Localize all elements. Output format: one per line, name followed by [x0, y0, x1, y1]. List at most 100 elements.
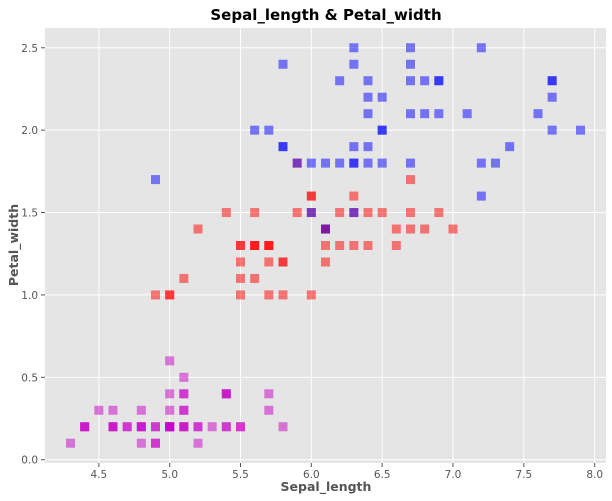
data-point [264, 389, 274, 399]
data-point [321, 158, 330, 168]
x-tick-label: 7.5 [515, 469, 532, 481]
data-point [321, 257, 330, 267]
data-point [108, 405, 118, 415]
data-point [576, 125, 585, 135]
data-point [434, 208, 444, 218]
data-point [306, 191, 316, 201]
data-point [349, 43, 359, 53]
data-point [491, 158, 500, 168]
data-point [547, 92, 557, 102]
data-point [321, 224, 330, 234]
data-point [179, 422, 189, 432]
data-point [406, 208, 415, 218]
data-point [165, 356, 175, 366]
data-point [533, 109, 543, 119]
data-point [236, 257, 245, 267]
data-point [406, 43, 415, 53]
data-point [321, 241, 330, 250]
data-point [193, 438, 203, 448]
data-point [236, 290, 245, 300]
x-tick-label: 6.5 [374, 469, 391, 481]
y-axis-ticks: 0.0 0.5 1.0 1.5 2.0 2.5 [21, 43, 45, 467]
data-point [108, 422, 118, 432]
data-point [151, 422, 160, 432]
data-point [406, 158, 415, 168]
data-point [434, 109, 444, 119]
data-point [476, 43, 486, 53]
data-point [363, 241, 373, 250]
data-point [377, 125, 387, 135]
data-point [278, 142, 288, 152]
x-tick-label: 4.5 [90, 469, 107, 481]
series-1 [151, 158, 458, 300]
series-2 [151, 43, 585, 234]
data-point [349, 59, 359, 69]
data-point [391, 224, 401, 234]
data-point [349, 208, 359, 218]
x-tick-label: 5.5 [232, 469, 249, 481]
data-point [406, 59, 415, 69]
data-point [363, 158, 373, 168]
data-point [236, 273, 245, 283]
data-point [207, 422, 217, 432]
data-point [406, 109, 415, 119]
data-point [221, 422, 231, 432]
data-point [335, 241, 345, 250]
data-point [264, 290, 274, 300]
data-point [377, 208, 387, 218]
data-point [221, 208, 231, 218]
data-point [505, 142, 515, 152]
x-tick-label: 8.0 [586, 469, 603, 481]
data-point [179, 389, 189, 399]
data-point [434, 76, 444, 86]
data-point [165, 422, 175, 432]
data-point [236, 422, 245, 432]
x-axis-ticks: 4.5 5.0 5.5 6.0 6.5 7.0 7.5 8.0 [90, 463, 603, 481]
data-point [391, 241, 401, 250]
data-point [264, 405, 274, 415]
data-point [136, 438, 146, 448]
data-point [476, 191, 486, 201]
y-tick-label: 0.0 [21, 455, 38, 467]
data-point [94, 405, 104, 415]
x-tick-label: 5.0 [161, 469, 178, 481]
data-point [306, 208, 316, 218]
data-point [406, 175, 415, 185]
data-point [264, 125, 274, 135]
y-tick-label: 1.5 [21, 208, 38, 220]
data-point [278, 422, 288, 432]
data-point [66, 438, 75, 448]
data-point [363, 109, 373, 119]
data-points [66, 43, 585, 448]
data-point [349, 142, 359, 152]
data-point [250, 241, 260, 250]
data-point [547, 76, 557, 86]
series-0 [66, 356, 288, 448]
data-point [80, 422, 90, 432]
data-point [420, 76, 430, 86]
y-axis-label: Petal_width [6, 204, 22, 286]
data-point [179, 405, 189, 415]
data-point [547, 125, 557, 135]
x-tick-label: 7.0 [445, 469, 462, 481]
data-point [250, 273, 260, 283]
data-point [349, 241, 359, 250]
chart-title: Sepal_length & Petal_width [210, 6, 441, 24]
data-point [193, 422, 203, 432]
y-tick-label: 2.5 [21, 43, 38, 55]
data-point [406, 224, 415, 234]
data-point [179, 273, 189, 283]
data-point [221, 389, 231, 399]
data-point [151, 290, 160, 300]
y-tick-label: 1.0 [21, 290, 38, 302]
data-point [363, 76, 373, 86]
data-point [278, 257, 288, 267]
data-point [193, 224, 203, 234]
data-point [306, 158, 316, 168]
data-point [122, 422, 132, 432]
data-point [264, 257, 274, 267]
data-point [448, 224, 458, 234]
data-point [462, 109, 472, 119]
data-point [349, 158, 359, 168]
